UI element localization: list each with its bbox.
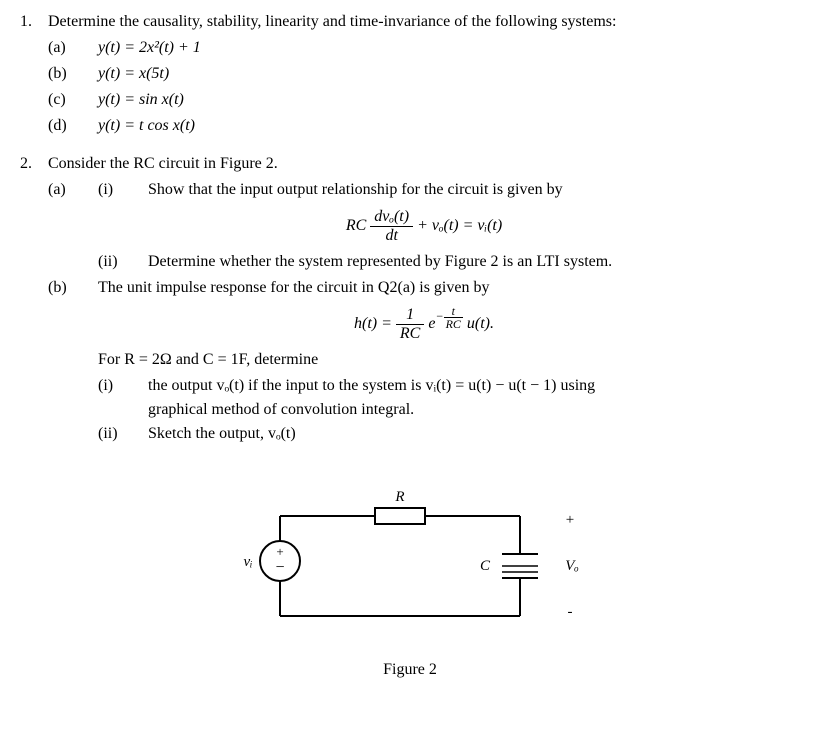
q1-b-label: (b)	[48, 62, 98, 86]
q2-a-label: (a)	[48, 178, 98, 202]
q1-b-eq: y(t) = x(5t)	[98, 62, 800, 86]
eq1-frac-den: dt	[370, 227, 413, 245]
q2-a-ii-row: (ii) Determine whether the system repres…	[48, 250, 800, 274]
eq2-exp-num: t	[444, 305, 463, 318]
q2-a-ii-label: (ii)	[98, 250, 148, 274]
q1-d-label: (d)	[48, 114, 98, 138]
question-1: 1. Determine the causality, stability, l…	[20, 10, 800, 138]
q2-b-ii-text: Sketch the output, vₒ(t)	[148, 422, 800, 446]
q2-b-equation: h(t) = 1 RC e−tRC u(t).	[48, 306, 800, 342]
eq1-frac-num: dvₒ(t)	[370, 208, 413, 227]
q2-prompt: Consider the RC circuit in Figure 2.	[48, 152, 800, 176]
q1-prompt: Determine the causality, stability, line…	[48, 10, 800, 34]
q2-b-ii-label: (ii)	[98, 422, 148, 446]
q2-b: (b) The unit impulse response for the ci…	[48, 276, 800, 300]
q2-b-i-row: (i) the output vₒ(t) if the input to the…	[48, 374, 800, 446]
eq2-exp-neg: −	[435, 309, 443, 323]
eq2-frac-den: RC	[396, 325, 424, 343]
q2-b-for-text: For R = 2Ω and C = 1F, determine	[98, 348, 800, 372]
q2-a-ii-text: Determine whether the system represented…	[148, 250, 800, 274]
q1-c-eq: y(t) = sin x(t)	[98, 88, 800, 112]
fig-label-vi: vᵢ	[243, 554, 252, 570]
q1-header: 1. Determine the causality, stability, l…	[20, 10, 800, 34]
eq2-exp: −tRC	[435, 305, 462, 330]
q1-a: (a) y(t) = 2x²(t) + 1	[48, 36, 800, 60]
q2-b-label: (b)	[48, 276, 98, 300]
figure-caption: Figure 2	[20, 658, 800, 682]
q2-b-i-text-b: graphical method of convolution integral…	[148, 398, 800, 422]
fig-plus: +	[566, 512, 574, 528]
svg-text:+: +	[276, 544, 283, 559]
question-2: 2. Consider the RC circuit in Figure 2. …	[20, 152, 800, 446]
q2-b-i-text-a: the output vₒ(t) if the input to the sys…	[148, 374, 800, 398]
eq1-rc: RC	[346, 217, 366, 234]
eq2-frac-num: 1	[396, 306, 424, 325]
q1-c: (c) y(t) = sin x(t)	[48, 88, 800, 112]
q2-b-i-label: (i)	[98, 374, 148, 398]
eq2-exp-den: RC	[444, 318, 463, 330]
q2-a-equation: RC dvₒ(t) dt + vₒ(t) = vᵢ(t)	[48, 208, 800, 244]
q2-number: 2.	[20, 152, 48, 176]
eq1-frac: dvₒ(t) dt	[370, 208, 413, 244]
q2-b-i: (i) the output vₒ(t) if the input to the…	[98, 374, 800, 422]
fig-label-vo: Vₒ	[565, 558, 578, 574]
q2-b-for: For R = 2Ω and C = 1F, determine	[48, 348, 800, 372]
figure-2: + − R C vᵢ Vₒ + - Figure 2	[20, 466, 800, 682]
q1-number: 1.	[20, 10, 48, 34]
eq2-e: e	[428, 315, 435, 332]
q1-a-eq: y(t) = 2x²(t) + 1	[98, 36, 800, 60]
q1-a-label: (a)	[48, 36, 98, 60]
fig-minus: -	[568, 604, 573, 620]
circuit-diagram: + − R C vᵢ Vₒ + -	[220, 466, 600, 646]
q2-header: 2. Consider the RC circuit in Figure 2.	[20, 152, 800, 176]
q1-d: (d) y(t) = t cos x(t)	[48, 114, 800, 138]
q1-d-eq: y(t) = t cos x(t)	[98, 114, 800, 138]
eq1-rhs: + vₒ(t) = vᵢ(t)	[417, 217, 502, 234]
fig-label-r: R	[394, 489, 404, 505]
q2-a-ii: (ii) Determine whether the system repres…	[98, 250, 800, 274]
eq2-tail: u(t).	[463, 315, 494, 332]
q2-b-ii: (ii) Sketch the output, vₒ(t)	[98, 422, 800, 446]
q2-a-i-text: Show that the input output relationship …	[148, 178, 800, 202]
eq2-frac: 1 RC	[396, 306, 424, 342]
q2-a-i-label: (i)	[98, 178, 148, 202]
eq2-lhs: h(t) =	[354, 315, 392, 332]
q2-b-text: The unit impulse response for the circui…	[98, 276, 800, 300]
q1-c-label: (c)	[48, 88, 98, 112]
fig-label-c: C	[480, 558, 491, 574]
q1-b: (b) y(t) = x(5t)	[48, 62, 800, 86]
q2-a-i: (i) Show that the input output relations…	[98, 178, 800, 202]
svg-text:−: −	[275, 559, 284, 576]
q2-a: (a) (i) Show that the input output relat…	[48, 178, 800, 202]
